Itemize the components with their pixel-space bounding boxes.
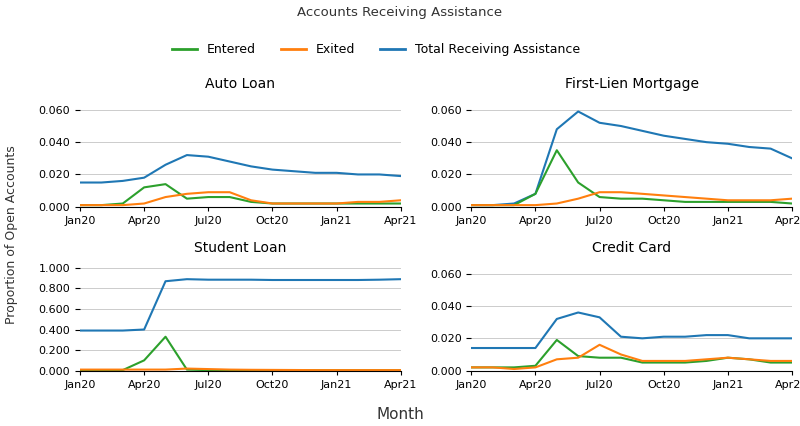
Text: Month: Month [376, 407, 424, 422]
Title: Auto Loan: Auto Loan [206, 77, 275, 91]
Text: Proportion of Open Accounts: Proportion of Open Accounts [6, 145, 18, 324]
Title: Credit Card: Credit Card [592, 241, 671, 255]
Title: Student Loan: Student Loan [194, 241, 286, 255]
Title: First-Lien Mortgage: First-Lien Mortgage [565, 77, 698, 91]
Text: Accounts Receiving Assistance: Accounts Receiving Assistance [298, 6, 502, 20]
Legend: Entered, Exited, Total Receiving Assistance: Entered, Exited, Total Receiving Assista… [166, 38, 586, 61]
